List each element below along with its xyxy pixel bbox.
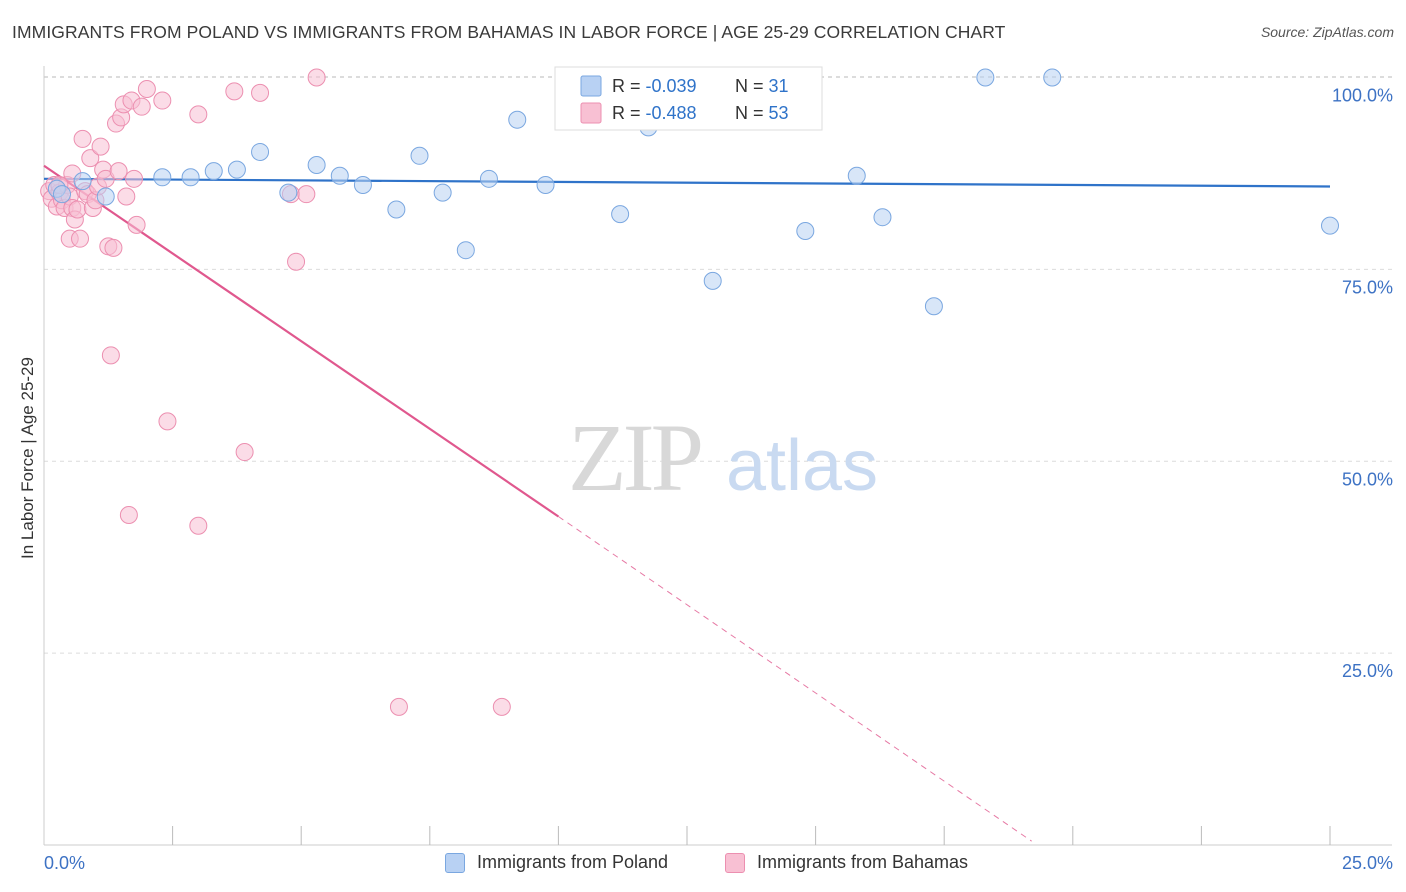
point-poland (703, 271, 722, 290)
svg-text:R = -0.039: R = -0.039 (612, 76, 697, 96)
point-poland (536, 175, 555, 194)
point-bahamas (71, 229, 90, 248)
point-poland (53, 185, 72, 204)
y-tick-label: 25.0% (1342, 661, 1393, 681)
point-poland (330, 166, 349, 185)
svg-text:N = 31: N = 31 (735, 76, 789, 96)
point-poland (73, 172, 92, 191)
point-poland (924, 297, 943, 316)
point-bahamas (127, 215, 146, 234)
legend-swatch-poland (445, 852, 465, 873)
point-poland (433, 183, 452, 202)
legend-n-value: 31 (769, 76, 789, 96)
legend-r-value: -0.488 (646, 103, 697, 123)
svg-text:R = -0.488: R = -0.488 (612, 103, 697, 123)
x-tick-label: 25.0% (1342, 853, 1393, 873)
point-bahamas (189, 105, 208, 124)
trend-line-poland (43, 177, 1331, 188)
point-bahamas (101, 346, 120, 365)
stats-legend: R = -0.039 N = 31 R = -0.488 N = 53 (554, 66, 823, 131)
point-poland (251, 142, 270, 161)
point-bahamas (132, 97, 151, 116)
point-poland (204, 162, 223, 181)
point-bahamas (235, 443, 254, 462)
point-bahamas (492, 697, 511, 716)
chart-title: IMMIGRANTS FROM POLAND VS IMMIGRANTS FRO… (12, 22, 1006, 42)
point-bahamas (91, 137, 110, 156)
point-bahamas (117, 187, 136, 206)
point-poland (796, 222, 815, 241)
point-poland (611, 205, 630, 224)
source-label: Source: ZipAtlas.com (1260, 24, 1394, 40)
grid-lines (44, 76, 1392, 654)
point-bahamas (225, 82, 244, 101)
legend-label-bahamas: Immigrants from Bahamas (757, 852, 969, 872)
x-tick-label: 0.0% (44, 853, 85, 873)
legend-n-value: 53 (769, 103, 789, 123)
legend-r-value: -0.039 (646, 76, 697, 96)
series-legend: Immigrants from Poland Immigrants from B… (0, 848, 1406, 882)
point-poland (353, 175, 372, 194)
point-poland (387, 200, 406, 219)
point-bahamas (389, 697, 408, 716)
point-poland (976, 68, 995, 87)
point-poland (227, 160, 246, 179)
point-poland (307, 156, 326, 175)
y-tick-label: 100.0% (1332, 86, 1393, 106)
point-poland (181, 168, 200, 187)
legend-swatch-poland (580, 75, 602, 97)
svg-text:N = 53: N = 53 (735, 103, 789, 123)
point-bahamas (119, 505, 138, 524)
point-bahamas (125, 169, 144, 188)
point-bahamas (189, 516, 208, 535)
point-poland (1043, 68, 1062, 87)
point-bahamas (137, 80, 156, 99)
legend-swatch-bahamas (725, 852, 745, 873)
point-poland (873, 208, 892, 227)
point-bahamas (81, 149, 100, 168)
legend-item-bahamas[interactable]: Immigrants from Bahamas (725, 852, 968, 873)
point-poland (847, 166, 866, 185)
point-bahamas (109, 162, 128, 181)
point-poland (479, 169, 498, 188)
point-bahamas (104, 238, 123, 257)
point-poland (153, 168, 172, 187)
point-bahamas (251, 83, 270, 102)
point-bahamas (297, 185, 316, 204)
point-poland (279, 183, 298, 202)
point-bahamas (287, 252, 306, 271)
legend-r-label: R = (612, 103, 646, 123)
data-points (40, 68, 1339, 716)
point-poland (96, 187, 115, 206)
y-axis-label: In Labor Force | Age 25-29 (18, 357, 37, 559)
point-poland (1321, 216, 1339, 235)
point-bahamas (68, 200, 87, 219)
watermark-atlas: atlas (726, 426, 878, 506)
point-bahamas (158, 412, 177, 431)
legend-n-label: N = (735, 103, 769, 123)
trend-line-bahamas (43, 164, 560, 518)
point-bahamas (307, 68, 326, 87)
point-bahamas (73, 129, 92, 148)
point-poland (410, 146, 429, 165)
legend-n-label: N = (735, 76, 769, 96)
y-tick-label: 50.0% (1342, 469, 1393, 489)
legend-label-poland: Immigrants from Poland (477, 852, 669, 872)
point-poland (456, 241, 475, 260)
point-poland (508, 110, 527, 129)
legend-item-poland[interactable]: Immigrants from Poland (445, 852, 668, 873)
tick-labels: 100.0% 75.0% 50.0% 25.0% 0.0% 25.0% (44, 86, 1393, 873)
y-tick-label: 75.0% (1342, 277, 1393, 297)
trend-line-bahamas-extrapolated (558, 516, 1032, 842)
legend-swatch-bahamas (580, 102, 602, 124)
legend-r-label: R = (612, 76, 646, 96)
watermark-zip: ZIP (568, 404, 701, 511)
point-bahamas (153, 91, 172, 110)
